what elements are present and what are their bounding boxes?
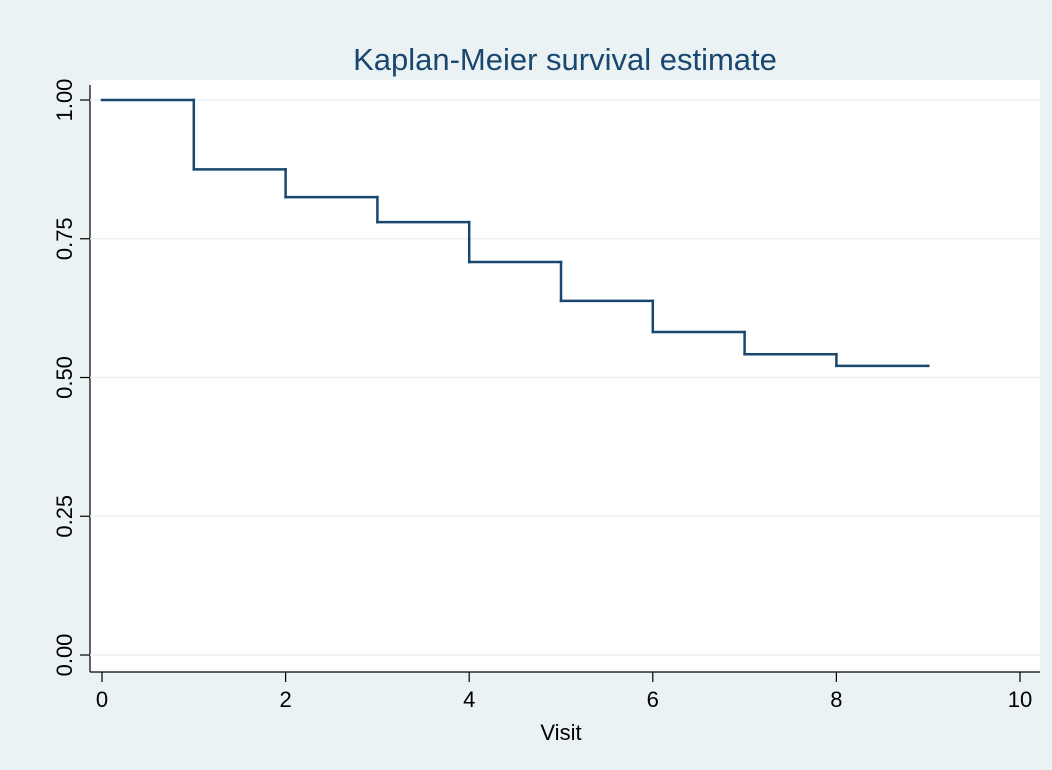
x-tick-label: 10 bbox=[1008, 687, 1032, 712]
y-tick-label: 0.50 bbox=[52, 356, 77, 399]
x-tick-label: 8 bbox=[830, 687, 842, 712]
x-tick-label: 4 bbox=[463, 687, 475, 712]
x-tick-label: 6 bbox=[647, 687, 659, 712]
chart-title: Kaplan-Meier survival estimate bbox=[353, 42, 777, 77]
plot-region bbox=[90, 80, 1040, 672]
y-tick-label: 0.00 bbox=[52, 634, 77, 677]
x-tick-label: 0 bbox=[96, 687, 108, 712]
x-axis-label: Visit bbox=[540, 720, 581, 745]
x-tick-label: 2 bbox=[279, 687, 291, 712]
y-tick-label: 1.00 bbox=[52, 79, 77, 122]
y-tick-label: 0.75 bbox=[52, 217, 77, 260]
y-tick-label: 0.25 bbox=[52, 495, 77, 538]
